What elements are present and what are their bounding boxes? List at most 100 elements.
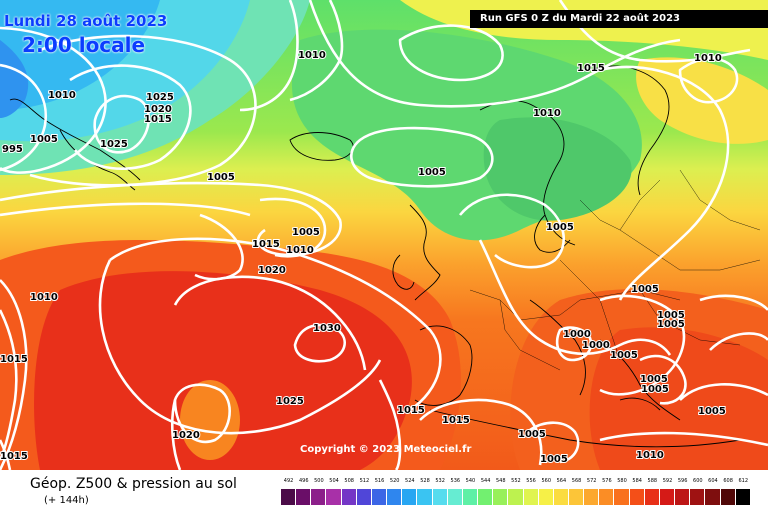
color-scale-swatch xyxy=(356,489,372,505)
color-scale-labels: 492 496 500 504 508 512 516 520 524 528 532 536 540 5… xyxy=(281,478,751,487)
color-scale-swatch xyxy=(735,489,751,505)
pressure-label: 995 xyxy=(2,144,23,155)
color-scale-swatch xyxy=(462,489,479,505)
pressure-label: 1000 xyxy=(582,340,610,351)
forecast-lead-time: (+ 144h) xyxy=(44,495,89,506)
model-run-banner: Run GFS 0 Z du Mardi 22 août 2023 xyxy=(470,10,768,28)
color-scale-swatch xyxy=(417,489,433,505)
pressure-label: 1010 xyxy=(636,450,664,461)
color-scale-tick: 568 xyxy=(571,478,582,484)
pressure-label: 1005 xyxy=(631,284,659,295)
color-scale-swatch xyxy=(508,489,524,505)
color-scale-swatch xyxy=(523,489,539,505)
color-scale-tick: 556 xyxy=(526,478,536,484)
color-scale-swatch xyxy=(705,489,721,505)
pressure-label: 1015 xyxy=(397,405,425,416)
pressure-labels: 995 1005 1010 1025 1020 1015 1025 1005 1… xyxy=(0,49,727,466)
color-scale-tick: 496 xyxy=(298,478,309,484)
color-scale-swatch xyxy=(659,489,676,505)
pressure-label: 1015 xyxy=(144,114,172,125)
color-scale-swatch xyxy=(402,489,418,505)
color-scale-swatch xyxy=(493,489,509,505)
color-scale-swatch xyxy=(326,489,342,505)
pressure-label: 1010 xyxy=(30,292,58,303)
color-scale-tick: 596 xyxy=(677,478,688,484)
color-scale-tick: 544 xyxy=(480,478,491,484)
color-scale-swatch xyxy=(387,489,403,505)
pressure-label: 1010 xyxy=(533,108,561,119)
color-scale: 492 496 500 504 508 512 516 520 524 528 532 536 540 5… xyxy=(281,478,751,508)
pressure-label: 1005 xyxy=(30,134,58,145)
pressure-label: 1000 xyxy=(563,329,591,340)
color-scale-tick: 524 xyxy=(405,478,415,484)
color-scale-tick: 504 xyxy=(329,478,339,484)
color-scale-swatch xyxy=(568,489,585,505)
isobars xyxy=(0,0,768,470)
color-scale-tick: 536 xyxy=(450,478,461,484)
color-scale-tick: 580 xyxy=(617,478,627,484)
color-scale-tick: 528 xyxy=(420,478,430,484)
pressure-label: 1005 xyxy=(610,350,638,361)
color-scale-tick: 508 xyxy=(344,478,354,484)
pressure-label: 1020 xyxy=(258,265,286,276)
color-scale-swatch xyxy=(614,489,630,505)
color-scale-swatch xyxy=(478,489,494,505)
pressure-label: 1005 xyxy=(698,406,726,417)
pressure-label: 1010 xyxy=(48,90,76,101)
color-scale-tick: 572 xyxy=(586,478,597,484)
color-scale-swatch xyxy=(447,489,463,505)
pressure-label: 1005 xyxy=(418,167,446,178)
forecast-local-time: 2:00 locale xyxy=(22,33,146,57)
color-scale-swatch xyxy=(644,489,660,505)
pressure-label: 1005 xyxy=(657,310,685,321)
pressure-label: 1005 xyxy=(641,384,669,395)
color-scale-tick: 540 xyxy=(465,478,476,484)
color-scale-tick: 576 xyxy=(602,478,612,484)
color-scale-tick: 500 xyxy=(314,478,324,484)
pressure-label: 1010 xyxy=(694,53,722,64)
copyright: Copyright © 2023 Meteociel.fr xyxy=(300,444,472,455)
pressure-label: 1015 xyxy=(252,239,280,250)
pressure-label: 1005 xyxy=(546,222,574,233)
color-scale-swatch xyxy=(371,489,388,505)
color-scale-swatch xyxy=(553,489,569,505)
pressure-label: 1025 xyxy=(100,139,128,150)
pressure-label: 1025 xyxy=(146,92,174,103)
color-scale-tick: 560 xyxy=(541,478,551,484)
pressure-label: 1020 xyxy=(144,104,172,115)
color-scale-swatch xyxy=(432,489,448,505)
pressure-label: 1005 xyxy=(640,374,668,385)
pressure-label: 1010 xyxy=(286,245,314,256)
weather-map: 995 1005 1010 1025 1020 1015 1025 1005 1… xyxy=(0,0,768,470)
color-scale-tick: 516 xyxy=(374,478,385,484)
color-scale-swatch xyxy=(629,489,645,505)
color-scale-swatch xyxy=(311,489,327,505)
pressure-label: 1005 xyxy=(657,319,685,330)
pressure-label: 1010 xyxy=(298,50,326,61)
map-title: Géop. Z500 & pression au sol xyxy=(30,476,237,492)
color-scale-tick: 532 xyxy=(435,478,445,484)
color-scale-tick: 600 xyxy=(693,478,703,484)
color-scale-tick: 588 xyxy=(647,478,658,484)
pressure-label: 1025 xyxy=(276,396,304,407)
color-scale-tick: 492 xyxy=(283,478,294,484)
pressure-label: 1005 xyxy=(292,227,320,238)
color-scale-swatch xyxy=(599,489,615,505)
color-scale-bar xyxy=(281,489,751,505)
forecast-date: Lundi 28 août 2023 xyxy=(4,12,168,30)
color-scale-swatch xyxy=(281,489,297,505)
pressure-label: 1015 xyxy=(442,415,470,426)
color-scale-swatch xyxy=(720,489,736,505)
pressure-label: 1005 xyxy=(207,172,235,183)
pressure-label: 1015 xyxy=(0,451,28,462)
footer: Géop. Z500 & pression au sol (+ 144h) 49… xyxy=(0,470,768,512)
pressure-label: 1015 xyxy=(577,63,605,74)
model-run-label: Run GFS 0 Z du Mardi 22 août 2023 xyxy=(480,13,680,24)
color-scale-tick: 592 xyxy=(662,478,673,484)
color-scale-tick: 608 xyxy=(723,478,733,484)
pressure-label: 1015 xyxy=(0,354,28,365)
color-scale-swatch xyxy=(675,489,691,505)
pressure-label: 1030 xyxy=(313,323,341,334)
color-scale-tick: 612 xyxy=(738,478,749,484)
